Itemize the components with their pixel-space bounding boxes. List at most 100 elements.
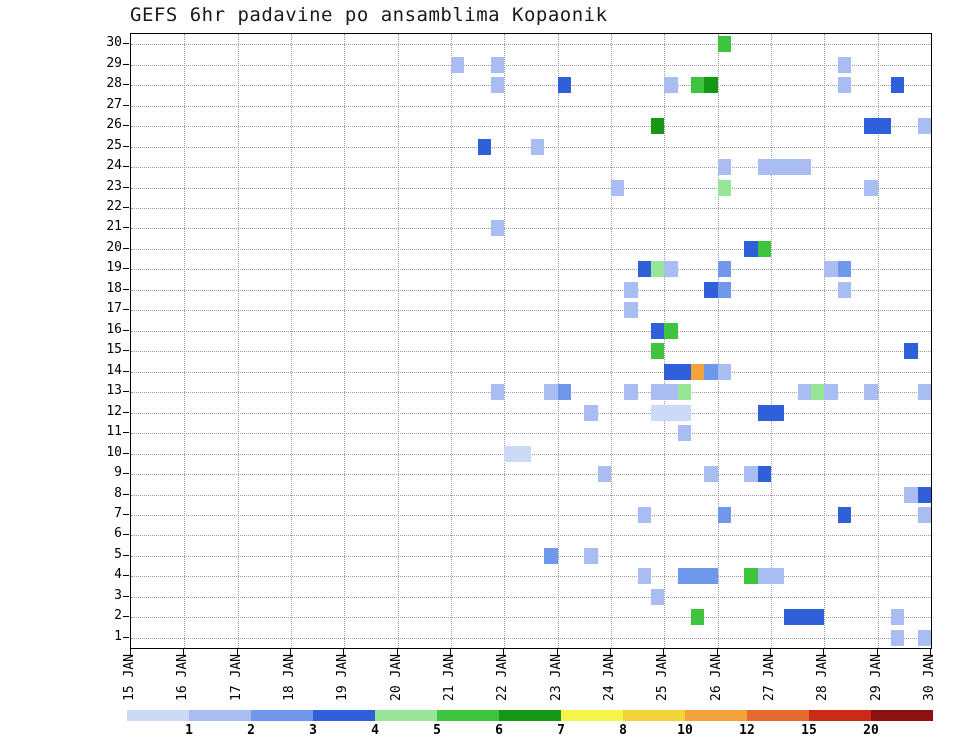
colorbar-label: 1 bbox=[185, 723, 193, 738]
grid-line-v bbox=[611, 34, 612, 648]
x-axis-tick bbox=[770, 649, 771, 655]
heatmap-cell bbox=[811, 384, 825, 401]
grid-line-h bbox=[131, 535, 931, 537]
x-tick-label: 30 JAN bbox=[922, 654, 937, 701]
grid-line-h bbox=[131, 330, 931, 332]
y-axis-tick bbox=[123, 370, 129, 372]
heatmap-cell bbox=[557, 384, 571, 401]
grid-line-v bbox=[451, 34, 452, 648]
grid-line-h bbox=[131, 105, 931, 107]
x-axis-tick bbox=[130, 649, 131, 655]
heatmap-cell bbox=[917, 384, 931, 401]
heatmap-cell bbox=[651, 384, 678, 401]
y-tick-label: 1 bbox=[114, 628, 122, 644]
heatmap-cell bbox=[504, 445, 531, 462]
y-tick-label: 6 bbox=[114, 526, 122, 542]
heatmap-cell bbox=[651, 118, 665, 135]
grid-line-v bbox=[557, 34, 559, 648]
y-axis-tick bbox=[123, 513, 129, 515]
x-axis-tick bbox=[396, 649, 398, 655]
heatmap-cell bbox=[531, 138, 545, 155]
x-tick-label: 22 JAN bbox=[495, 654, 511, 701]
y-axis-tick bbox=[123, 268, 129, 270]
grid-line-v bbox=[397, 34, 399, 648]
x-axis-tick bbox=[823, 649, 825, 655]
y-axis-tick bbox=[123, 84, 129, 86]
colorbar-label: 10 bbox=[677, 723, 693, 738]
y-axis-tick bbox=[123, 411, 129, 413]
y-tick-label: 5 bbox=[114, 546, 122, 562]
grid-line-h bbox=[131, 269, 931, 271]
grid-line-h bbox=[131, 514, 931, 516]
grid-line-h bbox=[131, 637, 931, 639]
colorbar-label: 15 bbox=[801, 723, 817, 738]
grid-line-v bbox=[664, 34, 666, 648]
heatmap-cell bbox=[651, 343, 665, 360]
heatmap-cell bbox=[704, 466, 718, 483]
grid-line-h bbox=[131, 617, 931, 619]
heatmap-cell bbox=[677, 425, 691, 442]
y-tick-label: 12 bbox=[106, 403, 122, 419]
x-tick-label: 25 JAN bbox=[655, 654, 671, 701]
colorbar-label: 20 bbox=[863, 723, 879, 738]
heatmap-cell bbox=[824, 261, 838, 278]
x-tick-label: 27 JAN bbox=[762, 654, 777, 701]
y-tick-label: 17 bbox=[106, 301, 122, 317]
heatmap-cell bbox=[611, 179, 625, 196]
heatmap-cell bbox=[837, 56, 851, 73]
colorbar-segment bbox=[809, 710, 871, 721]
grid-line-h bbox=[131, 289, 931, 291]
heatmap-cell bbox=[717, 159, 731, 176]
heatmap-cell bbox=[717, 281, 731, 298]
heatmap-cell bbox=[651, 588, 665, 605]
grid-line-h bbox=[131, 474, 931, 476]
y-axis-tick bbox=[123, 391, 129, 393]
heatmap-cell bbox=[837, 281, 851, 298]
colorbar-segment bbox=[623, 710, 685, 721]
heatmap-cell bbox=[704, 281, 718, 298]
y-axis-tick bbox=[123, 247, 129, 249]
heatmap-cell bbox=[864, 384, 878, 401]
heatmap-cell bbox=[837, 77, 851, 94]
heatmap-cell bbox=[757, 466, 771, 483]
heatmap-cell bbox=[544, 384, 558, 401]
x-axis-tick bbox=[610, 649, 611, 655]
colorbar bbox=[127, 710, 933, 721]
grid-line-h bbox=[131, 187, 931, 189]
heatmap-cell bbox=[651, 261, 665, 278]
grid-line-h bbox=[131, 494, 931, 496]
x-tick-label: 16 JAN bbox=[175, 654, 191, 701]
heatmap-cell bbox=[757, 568, 785, 585]
y-tick-label: 23 bbox=[106, 178, 122, 194]
y-tick-label: 20 bbox=[106, 239, 122, 255]
heatmap-cell bbox=[677, 384, 691, 401]
heatmap-cell bbox=[917, 506, 931, 523]
x-axis-tick bbox=[450, 649, 451, 655]
x-tick-label: 23 JAN bbox=[548, 654, 564, 701]
y-tick-label: 28 bbox=[106, 76, 122, 92]
y-axis-tick bbox=[123, 473, 129, 475]
heatmap-cell bbox=[757, 240, 771, 257]
grid-line-h bbox=[131, 126, 931, 128]
heatmap-cell bbox=[677, 568, 718, 585]
y-tick-label: 26 bbox=[106, 117, 122, 133]
x-axis-tick bbox=[503, 649, 505, 655]
grid-line-v bbox=[771, 34, 772, 648]
grid-line-h bbox=[131, 248, 931, 250]
heatmap-cell bbox=[624, 384, 638, 401]
heatmap-cell bbox=[544, 547, 558, 564]
y-tick-label: 13 bbox=[106, 383, 122, 399]
grid-line-h bbox=[131, 207, 931, 209]
grid-line-v bbox=[717, 34, 719, 648]
colorbar-segment bbox=[747, 710, 809, 721]
colorbar-segment bbox=[313, 710, 375, 721]
colorbar-segment bbox=[251, 710, 313, 721]
heatmap-cell bbox=[584, 404, 598, 421]
grid-line-h bbox=[131, 433, 931, 435]
heatmap-cell bbox=[597, 466, 611, 483]
y-tick-label: 11 bbox=[106, 424, 122, 440]
heatmap-cell bbox=[757, 159, 811, 176]
heatmap-cell bbox=[744, 466, 758, 483]
y-axis-tick bbox=[123, 575, 129, 577]
colorbar-label: 7 bbox=[557, 723, 565, 738]
